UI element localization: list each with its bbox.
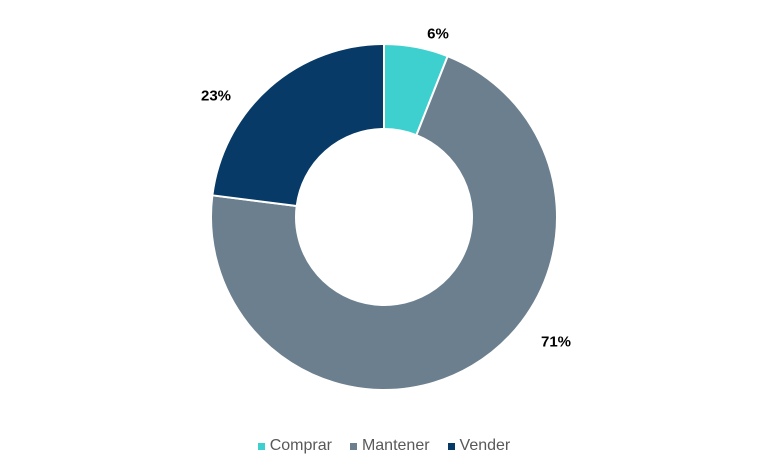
legend-label-vender: Vender — [459, 437, 511, 454]
legend-swatch-vender — [447, 442, 455, 450]
data-label-mantener: 71% — [540, 333, 572, 351]
legend: Comprar Mantener Vender — [0, 437, 768, 455]
slice-mantener[interactable] — [210, 54, 558, 391]
legend-swatch-comprar — [257, 442, 265, 450]
legend-item-mantener[interactable]: Mantener — [349, 437, 430, 455]
legend-swatch-mantener — [349, 442, 357, 450]
slice-vender[interactable] — [211, 42, 385, 208]
data-label-comprar: 6% — [427, 25, 449, 43]
legend-label-mantener: Mantener — [361, 437, 430, 454]
legend-label-comprar: Comprar — [269, 437, 332, 454]
legend-item-vender[interactable]: Vender — [447, 437, 511, 455]
data-label-vender: 23% — [200, 87, 232, 105]
legend-item-comprar[interactable]: Comprar — [257, 437, 332, 455]
